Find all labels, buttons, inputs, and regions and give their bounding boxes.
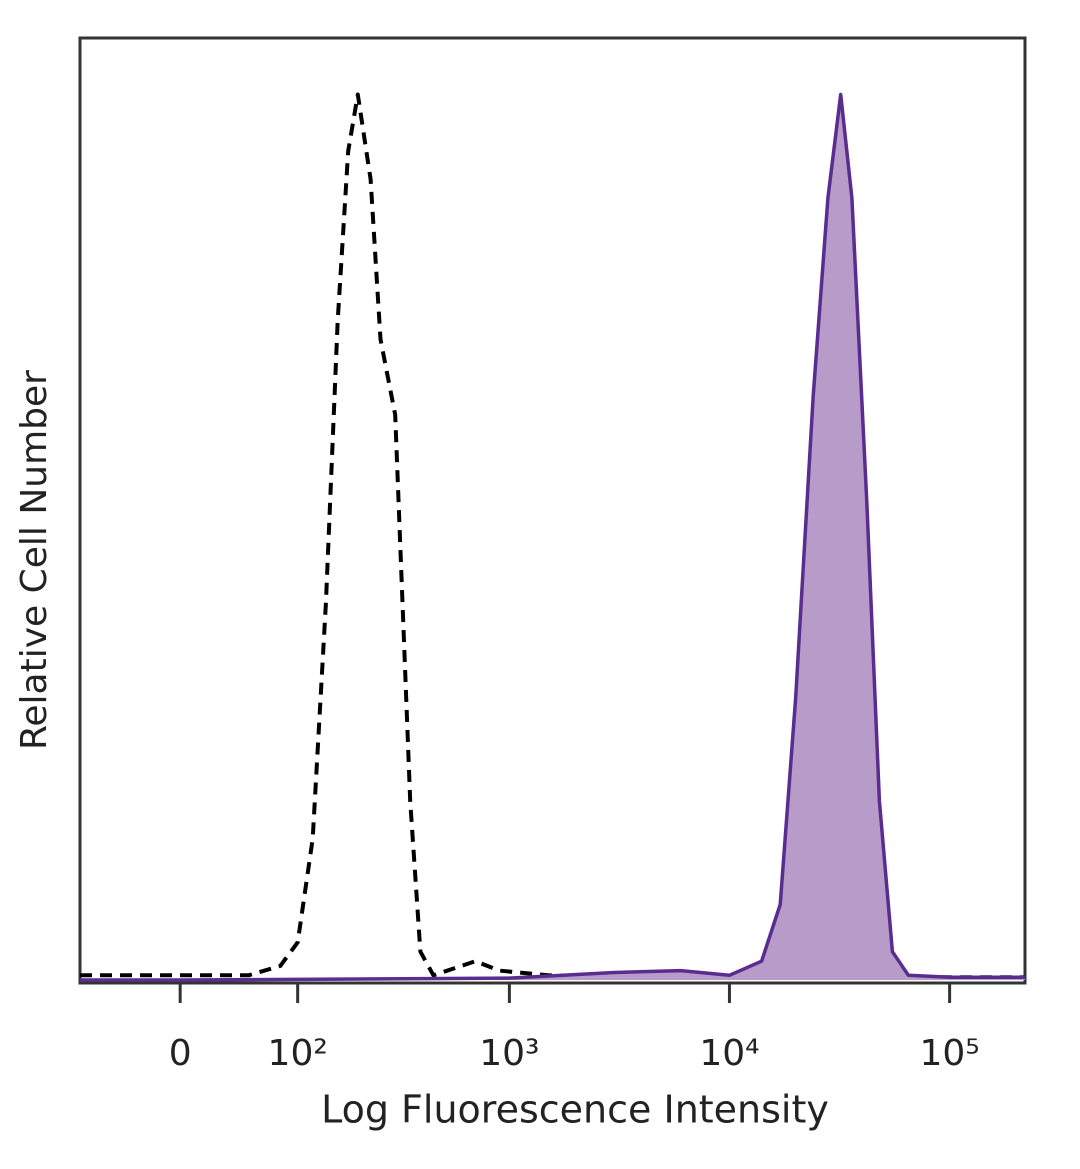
plot-frame: [78, 36, 1027, 985]
x-axis-label: Log Fluorescence Intensity: [321, 1088, 829, 1132]
x-tick-label: 0: [169, 1033, 192, 1074]
x-tick-label: 10⁵: [919, 1033, 979, 1074]
y-axis-label: Relative Cell Number: [14, 370, 55, 750]
area: [80, 94, 1025, 980]
x-tick-label: 10⁴: [699, 1033, 759, 1074]
x-tick-label: 10³: [479, 1033, 539, 1074]
histogram-line: [80, 92, 1025, 982]
x-tick-label: 10²: [268, 1033, 328, 1074]
